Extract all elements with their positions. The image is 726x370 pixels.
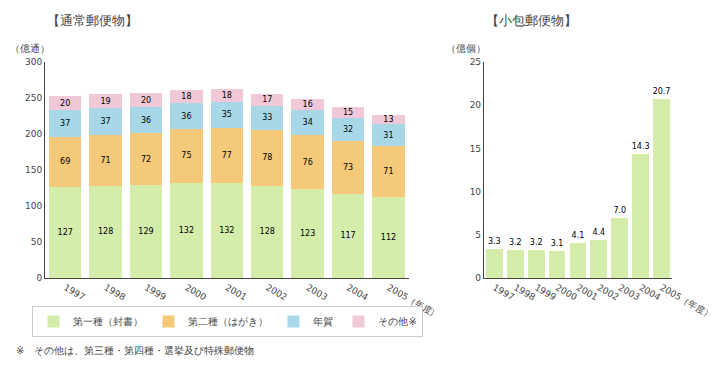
svg-text:200: 200 — [25, 129, 42, 139]
svg-text:34: 34 — [303, 118, 313, 127]
svg-text:20.7: 20.7 — [653, 87, 671, 96]
svg-text:20: 20 — [470, 100, 482, 110]
svg-text:3.1: 3.1 — [551, 239, 564, 248]
svg-text:7.0: 7.0 — [613, 206, 626, 215]
svg-text:36: 36 — [181, 112, 191, 121]
svg-text:117: 117 — [340, 231, 355, 240]
svg-text:2003: 2003 — [304, 282, 329, 302]
svg-text:2001: 2001 — [575, 282, 600, 302]
svg-text:4.1: 4.1 — [572, 231, 585, 240]
svg-text:【通常郵便物】: 【通常郵便物】 — [47, 13, 138, 28]
svg-text:18: 18 — [181, 92, 191, 101]
svg-text:0: 0 — [36, 273, 42, 283]
svg-text:2000: 2000 — [554, 282, 579, 302]
svg-text:2000: 2000 — [183, 282, 208, 302]
svg-text:71: 71 — [383, 167, 393, 176]
svg-text:2004: 2004 — [637, 282, 662, 302]
svg-text:1999: 1999 — [533, 282, 558, 302]
svg-text:32: 32 — [343, 125, 353, 134]
svg-text:1998: 1998 — [512, 282, 537, 302]
svg-text:0: 0 — [475, 273, 481, 283]
svg-text:20: 20 — [141, 96, 151, 105]
svg-text:50: 50 — [31, 237, 43, 247]
svg-text:第一種（封書）: 第一種（封書） — [73, 316, 143, 327]
svg-text:その他※: その他※ — [378, 316, 416, 327]
svg-text:128: 128 — [260, 227, 275, 236]
svg-text:17: 17 — [262, 95, 272, 104]
svg-text:31: 31 — [383, 131, 393, 140]
svg-text:2002: 2002 — [264, 282, 289, 302]
svg-text:2002: 2002 — [596, 282, 621, 302]
svg-text:250: 250 — [25, 93, 42, 103]
svg-text:14.3: 14.3 — [632, 142, 650, 151]
svg-text:150: 150 — [25, 165, 42, 175]
svg-text:15: 15 — [470, 144, 481, 154]
svg-text:2004: 2004 — [345, 282, 370, 302]
svg-text:1997: 1997 — [62, 282, 87, 302]
svg-text:1998: 1998 — [102, 282, 127, 302]
svg-text:37: 37 — [101, 117, 111, 126]
svg-text:127: 127 — [58, 228, 73, 237]
svg-text:13: 13 — [383, 115, 393, 124]
svg-text:20: 20 — [60, 99, 70, 108]
svg-text:112: 112 — [381, 233, 396, 242]
svg-text:129: 129 — [138, 227, 153, 236]
svg-text:4.4: 4.4 — [592, 228, 605, 237]
svg-text:132: 132 — [219, 226, 234, 235]
svg-text:2005（年度）: 2005（年度） — [658, 282, 714, 320]
svg-text:第二種（はがき）: 第二種（はがき） — [188, 316, 268, 327]
svg-text:3.3: 3.3 — [488, 237, 501, 246]
svg-text:37: 37 — [60, 119, 70, 128]
svg-text:18: 18 — [222, 91, 232, 100]
svg-text:25: 25 — [470, 57, 481, 67]
svg-text:132: 132 — [179, 226, 194, 235]
svg-text:（億個）: （億個） — [446, 43, 486, 54]
svg-text:3.2: 3.2 — [509, 238, 522, 247]
svg-text:※ その他は、第三種・第四種・選挙及び特殊郵便物: ※ その他は、第三種・第四種・選挙及び特殊郵便物 — [16, 345, 254, 356]
svg-text:72: 72 — [141, 155, 151, 164]
svg-text:123: 123 — [300, 229, 315, 238]
svg-text:【小包郵便物】: 【小包郵便物】 — [486, 13, 577, 28]
svg-text:16: 16 — [303, 100, 313, 109]
svg-text:128: 128 — [98, 227, 113, 236]
svg-text:19: 19 — [101, 97, 111, 106]
svg-text:35: 35 — [222, 110, 232, 119]
svg-text:75: 75 — [181, 151, 191, 160]
svg-text:33: 33 — [262, 113, 272, 122]
svg-text:15: 15 — [343, 108, 353, 117]
svg-text:76: 76 — [303, 158, 313, 167]
svg-text:77: 77 — [222, 151, 232, 160]
svg-text:（億通）: （億通） — [10, 43, 50, 54]
svg-text:5: 5 — [475, 230, 481, 240]
svg-text:3.2: 3.2 — [530, 238, 543, 247]
svg-text:2005（年度）: 2005（年度） — [385, 282, 442, 321]
svg-text:78: 78 — [262, 153, 272, 162]
svg-text:1997: 1997 — [491, 282, 516, 302]
svg-text:73: 73 — [343, 163, 353, 172]
svg-text:1999: 1999 — [143, 282, 168, 302]
svg-text:2001: 2001 — [224, 282, 249, 302]
svg-text:10: 10 — [470, 187, 482, 197]
svg-text:年賀: 年賀 — [313, 316, 333, 327]
svg-text:69: 69 — [60, 157, 70, 166]
svg-text:71: 71 — [101, 156, 111, 165]
svg-text:100: 100 — [25, 201, 42, 211]
svg-text:300: 300 — [25, 57, 42, 67]
svg-text:2003: 2003 — [617, 282, 642, 302]
svg-text:36: 36 — [141, 116, 151, 125]
